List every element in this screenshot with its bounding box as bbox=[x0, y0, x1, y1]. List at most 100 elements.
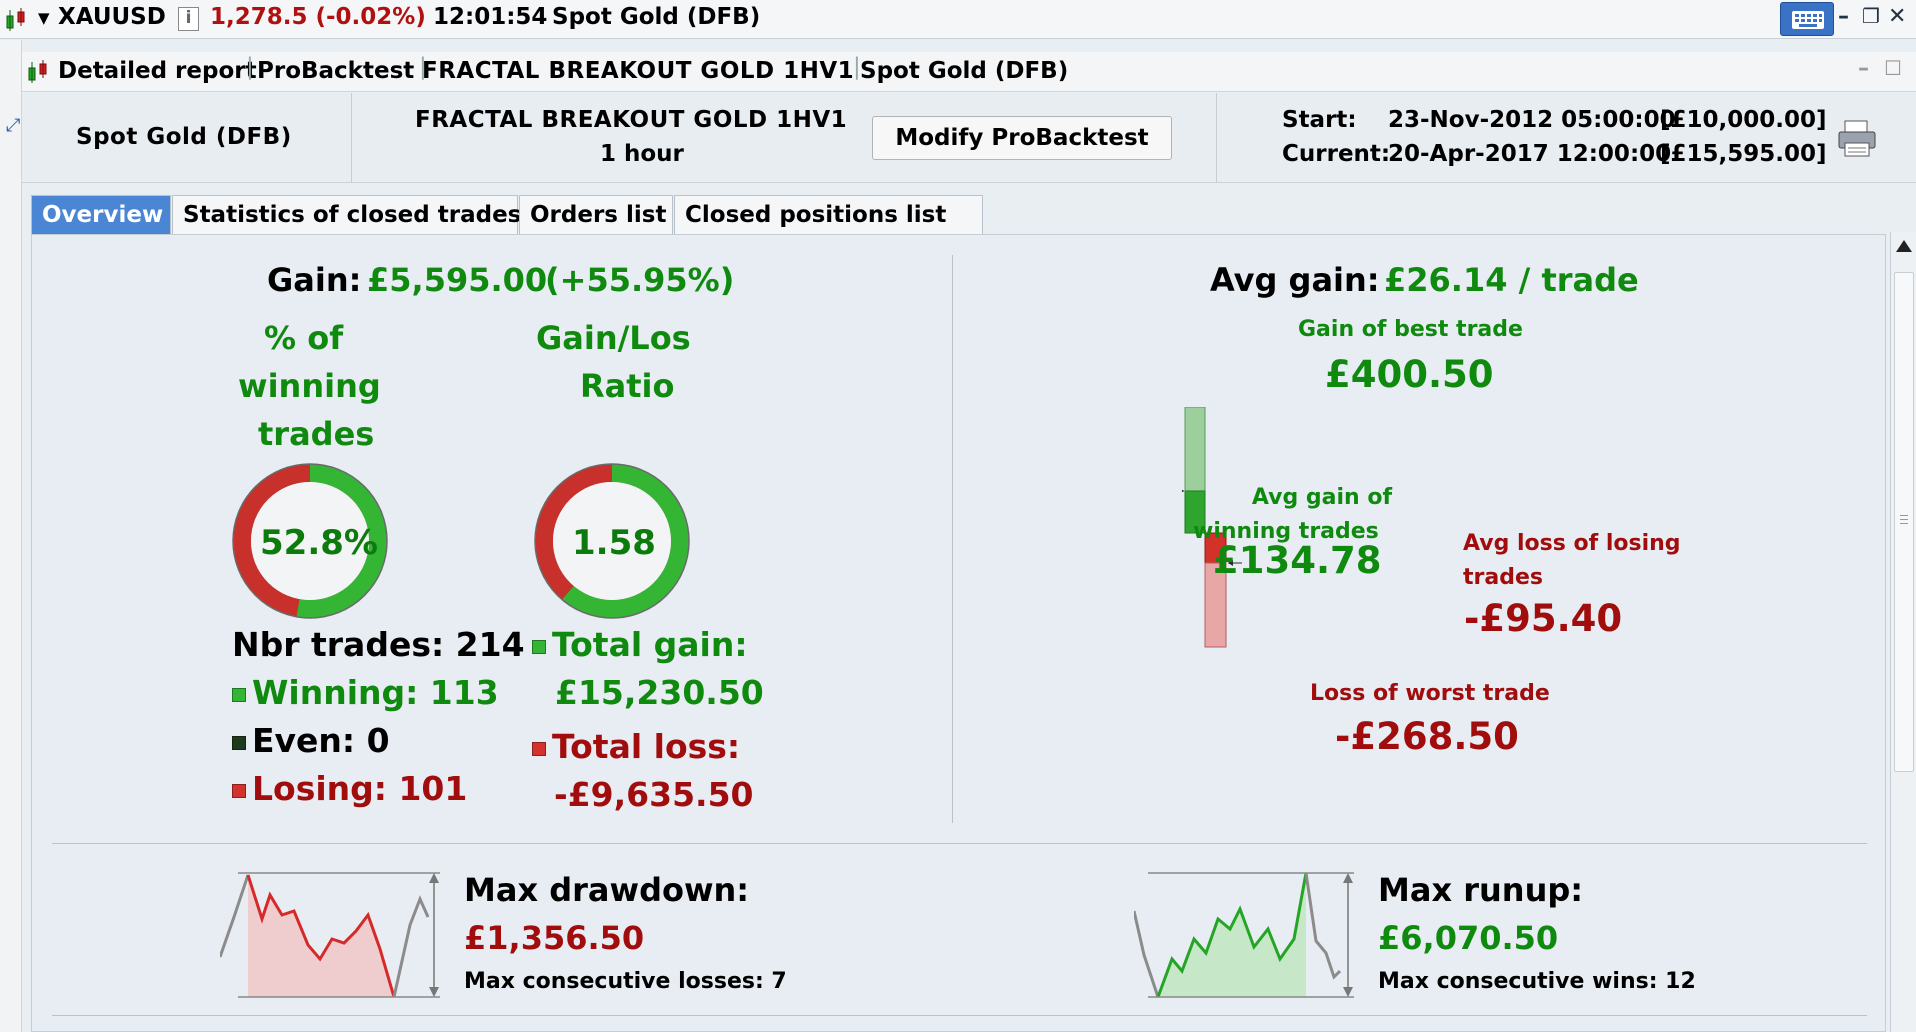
instrument-label: Spot Gold (DFB) bbox=[552, 4, 761, 30]
keyboard-icon bbox=[1792, 11, 1824, 29]
minimize-icon[interactable]: – bbox=[1838, 4, 1849, 29]
runup-chart-icon bbox=[1134, 872, 1354, 998]
window-title-strategy: FRACTAL BREAKOUT GOLD 1HV1 bbox=[422, 58, 855, 84]
current-date: 20-Apr-2017 12:00:00 bbox=[1388, 141, 1672, 167]
avg-gain-value: £26.14 / trade bbox=[1384, 261, 1639, 299]
divider bbox=[351, 93, 352, 183]
divider bbox=[52, 1015, 1867, 1016]
timeframe: 1 hour bbox=[600, 141, 684, 167]
window-title-probacktest: ProBacktest bbox=[257, 58, 415, 84]
trade-range-bar bbox=[1182, 407, 1242, 648]
avg-loss-value: -£95.40 bbox=[1464, 597, 1623, 640]
total-gain-label: Total gain: bbox=[552, 625, 748, 664]
total-loss: Total loss: bbox=[532, 727, 740, 766]
dropdown-arrow-icon[interactable]: ▼ bbox=[38, 9, 50, 27]
symbol-label[interactable]: XAUUSD bbox=[58, 4, 166, 30]
total-loss-value: -£9,635.50 bbox=[554, 775, 754, 814]
green-square-icon bbox=[232, 687, 246, 702]
winning-count-text: Winning: 113 bbox=[252, 673, 499, 712]
tab-closed-positions[interactable]: Closed positions list bbox=[674, 195, 983, 235]
scroll-up-icon[interactable] bbox=[1891, 232, 1916, 262]
window-title-report: Detailed report bbox=[58, 58, 257, 84]
green-square-icon bbox=[532, 639, 546, 654]
gain-percent: (+55.95%) bbox=[545, 261, 735, 299]
red-square-icon bbox=[232, 783, 246, 798]
runup-value: £6,070.50 bbox=[1378, 919, 1559, 957]
overview-panel: Gain: £5,595.00 (+55.95%) % of winning t… bbox=[31, 234, 1886, 1032]
tab-overview[interactable]: Overview bbox=[31, 195, 171, 235]
avg-win-value: £134.78 bbox=[1213, 539, 1382, 582]
printer-icon[interactable] bbox=[1835, 119, 1879, 159]
window-title-instrument: Spot Gold (DFB) bbox=[860, 58, 1069, 84]
scrollbar-thumb[interactable] bbox=[1894, 272, 1914, 772]
drawdown-chart-icon bbox=[220, 872, 440, 998]
nbr-trades: Nbr trades: 214 bbox=[232, 625, 525, 664]
worst-trade-label: Loss of worst trade bbox=[1310, 681, 1550, 706]
candlestick-icon bbox=[28, 60, 47, 83]
avg-win-label-2: winning trades bbox=[1193, 519, 1379, 544]
backtest-info-bar: Spot Gold (DFB) FRACTAL BREAKOUT GOLD 1H… bbox=[22, 93, 1916, 183]
gainloss-donut bbox=[534, 463, 690, 619]
gainloss-title-2: Ratio bbox=[580, 367, 675, 405]
winning-pct-value: 52.8% bbox=[260, 523, 378, 563]
best-trade-label: Gain of best trade bbox=[1298, 317, 1523, 342]
drawdown-value: £1,356.50 bbox=[464, 919, 645, 957]
modify-probacktest-button[interactable]: Modify ProBacktest bbox=[872, 116, 1172, 160]
avg-loss-label-2: trades bbox=[1463, 565, 1543, 590]
losing-count: Losing: 101 bbox=[232, 769, 467, 808]
price-label: 1,278.5 (-0.02%) bbox=[210, 4, 426, 30]
runup-label: Max runup: bbox=[1378, 871, 1584, 909]
winning-pct-title-3: trades bbox=[258, 415, 375, 453]
start-date: 23-Nov-2012 05:00:00 bbox=[1388, 107, 1676, 133]
winning-pct-donut bbox=[232, 463, 388, 619]
start-label: Start: bbox=[1282, 107, 1357, 133]
tab-statistics[interactable]: Statistics of closed trades bbox=[172, 195, 521, 235]
total-gain-value: £15,230.50 bbox=[555, 673, 764, 712]
divider bbox=[952, 255, 953, 823]
avg-gain-label: Avg gain: bbox=[1210, 261, 1380, 299]
losing-count-text: Losing: 101 bbox=[252, 769, 468, 808]
avg-loss-label-1: Avg loss of losing bbox=[1463, 531, 1681, 556]
even-count: Even: 0 bbox=[232, 721, 390, 760]
consecutive-losses: Max consecutive losses: 7 bbox=[464, 969, 787, 994]
total-gain: Total gain: bbox=[532, 625, 748, 664]
gain-value: £5,595.00 bbox=[367, 261, 548, 299]
keyboard-button[interactable] bbox=[1780, 2, 1834, 36]
gain-label: Gain: bbox=[267, 261, 362, 299]
tab-orders-list[interactable]: Orders list bbox=[519, 195, 673, 235]
instrument-name: Spot Gold (DFB) bbox=[76, 124, 292, 150]
current-capital: [£15,595.00] bbox=[1660, 141, 1827, 167]
vertical-scrollbar[interactable] bbox=[1890, 232, 1916, 1032]
window-header: Detailed report | ProBacktest | FRACTAL … bbox=[22, 52, 1916, 92]
dark-square-icon bbox=[232, 735, 246, 750]
consecutive-wins: Max consecutive wins: 12 bbox=[1378, 969, 1696, 994]
platform-title-bar: ▼ XAUUSD i 1,278.5 (-0.02%) 12:01:54 Spo… bbox=[0, 0, 1916, 39]
time-label: 12:01:54 bbox=[433, 4, 548, 30]
candlestick-icon bbox=[6, 8, 25, 31]
restore-icon[interactable]: ❐ bbox=[1862, 4, 1880, 28]
total-loss-label: Total loss: bbox=[552, 727, 741, 766]
drawdown-label: Max drawdown: bbox=[464, 871, 750, 909]
gainloss-title-1: Gain/Los bbox=[536, 319, 691, 357]
maximize-icon[interactable]: ☐ bbox=[1884, 56, 1902, 80]
winning-pct-title-1: % of bbox=[264, 319, 344, 357]
best-trade-value: £400.50 bbox=[1325, 353, 1494, 396]
expand-icon[interactable]: ⤢ bbox=[6, 115, 21, 136]
worst-trade-value: -£268.50 bbox=[1335, 715, 1519, 758]
minimize-icon[interactable]: – bbox=[1858, 56, 1869, 81]
left-side-strip: ⤢ bbox=[0, 40, 22, 1032]
divider bbox=[1216, 93, 1217, 183]
divider bbox=[52, 843, 1867, 844]
avg-win-label-1: Avg gain of bbox=[1251, 485, 1393, 510]
current-label: Current: bbox=[1282, 141, 1391, 167]
title-separator: | bbox=[246, 54, 254, 80]
strategy-name: FRACTAL BREAKOUT GOLD 1HV1 bbox=[415, 107, 848, 133]
info-icon[interactable]: i bbox=[178, 7, 199, 31]
close-icon[interactable]: ✕ bbox=[1888, 4, 1907, 29]
red-square-icon bbox=[532, 741, 546, 756]
winning-pct-title-2: winning bbox=[238, 367, 381, 405]
title-separator: | bbox=[853, 54, 861, 80]
gainloss-value: 1.58 bbox=[572, 523, 656, 563]
start-capital: [£10,000.00] bbox=[1660, 107, 1827, 133]
even-count-text: Even: 0 bbox=[252, 721, 390, 760]
